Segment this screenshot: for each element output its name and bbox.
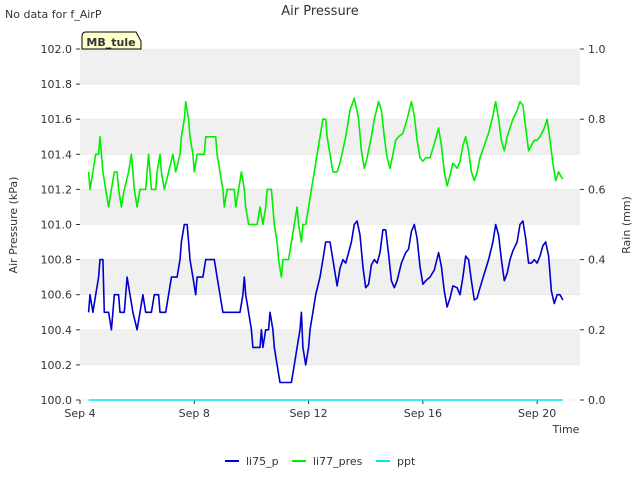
y-tick-label: 100.8 [41, 254, 73, 267]
grid-bands [80, 48, 580, 401]
y-axis-label: Air Pressure (kPa) [7, 177, 20, 274]
y2-tick-label: 1.0 [588, 43, 606, 56]
grid-band [80, 329, 580, 365]
x-axis-label: Time [552, 423, 580, 436]
legend-label-ppt: ppt [397, 455, 416, 468]
y-tick-label: 100.0 [41, 394, 73, 407]
y-tick-label: 101.6 [41, 113, 73, 126]
legend-label-li77_pres: li77_pres [313, 455, 363, 468]
x-tick-label: Sep 20 [518, 407, 556, 420]
series-line-li75_p [87, 220, 564, 384]
y2-tick-label: 0.2 [588, 324, 606, 337]
y2-tick-label: 0.0 [588, 394, 606, 407]
y-tick-label: 102.0 [41, 43, 73, 56]
x-tick-label: Sep 12 [289, 407, 327, 420]
grid-band [80, 189, 580, 225]
axes: 100.0 100.2 100.4 100.6 100.8 101.0 101.2 101.4… [41, 43, 606, 420]
legend-label-li75_p: li75_p [246, 455, 279, 468]
site-label-badge: MB_tule [81, 31, 142, 50]
y-tick-label: 100.2 [41, 359, 73, 372]
y-tick-label: 101.2 [41, 183, 73, 196]
series-lines [87, 97, 564, 401]
grid-band [80, 119, 580, 155]
y-tick-label: 101.0 [41, 219, 73, 232]
y-tick-label: 100.4 [41, 324, 73, 337]
series-line-li77_pres [87, 97, 564, 278]
y2-tick-label: 0.8 [588, 113, 606, 126]
x-tick-label: Sep 4 [64, 407, 95, 420]
x-tick-label: Sep 8 [179, 407, 210, 420]
site-label-text: MB_tule [86, 36, 135, 49]
legend: li75_p li77_pres ppt [225, 455, 416, 468]
y2-tick-label: 0.4 [588, 254, 606, 267]
y-tick-label: 101.8 [41, 78, 73, 91]
grid-band [80, 259, 580, 295]
y2-axis-label: Rain (mm) [620, 196, 633, 254]
chart-title: Air Pressure [281, 4, 359, 19]
x-tick-label: Sep 16 [404, 407, 442, 420]
y-tick-label: 101.4 [41, 148, 73, 161]
y-tick-label: 100.6 [41, 289, 73, 302]
grid-band [80, 49, 580, 85]
no-data-note: No data for f_AirP [5, 8, 102, 21]
y2-tick-label: 0.6 [588, 183, 606, 196]
